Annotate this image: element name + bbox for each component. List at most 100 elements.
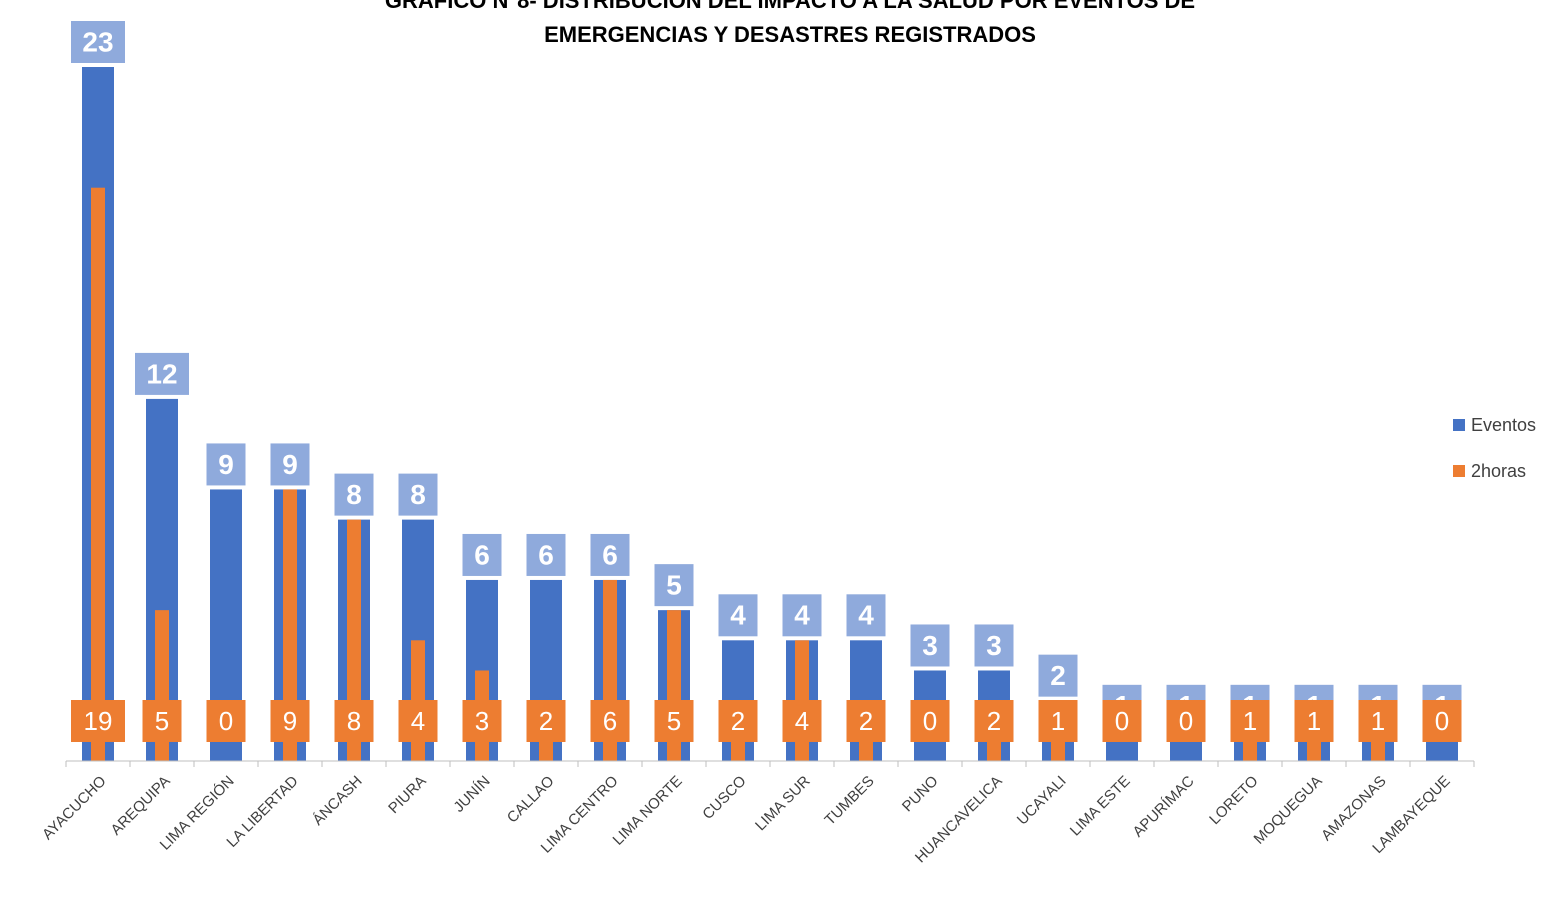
data-label-box [1038,700,1078,742]
x-tick-label: LIMA SUR [752,773,814,835]
data-label: 9 [282,449,298,480]
legend-swatch [1453,419,1465,431]
data-label: 6 [474,539,490,570]
data-label-box [590,700,630,742]
data-label-box [974,624,1014,667]
data-label: 8 [346,479,362,510]
data-label: 2 [987,706,1001,736]
data-label: 8 [347,706,361,736]
data-label-box [270,443,310,486]
data-label: 0 [1179,706,1193,736]
data-label: 4 [411,706,425,736]
x-tick-label: MOQUEGUA [1251,773,1326,848]
data-label: 9 [218,449,234,480]
data-label-box [1038,654,1078,697]
bar [283,489,297,761]
x-tick-label: AREQUIPA [108,773,174,839]
data-label: 3 [922,630,938,661]
data-label: 6 [602,539,618,570]
legend-label: 2horas [1471,461,1526,481]
data-label-box [974,700,1014,742]
x-tick-label: ÁNCASH [309,773,365,829]
data-label: 1 [1051,706,1065,736]
data-label-box [334,473,374,516]
data-label: 1 [1243,706,1257,736]
data-label-box [846,594,886,637]
data-label-box [718,700,758,742]
chart-title: GRÁFICO N°8- DISTRIBUCIÓN DEL IMPACTO A … [385,0,1195,13]
data-label: 6 [603,706,617,736]
data-label-box [270,700,310,742]
data-label-box [71,700,125,742]
data-label-box [654,700,694,742]
data-label: 0 [219,706,233,736]
x-tick-label: LIMA ESTE [1067,773,1134,840]
chart-title: EMERGENCIAS Y DESASTRES REGISTRADOS [544,22,1036,47]
data-label: 4 [794,600,810,631]
x-tick-label: AYACUCHO [39,773,110,844]
bar [91,187,105,761]
x-tick-label: LORETO [1206,773,1261,828]
data-label-box [910,700,950,742]
data-label-box [206,700,246,742]
x-tick-label: PIURA [385,773,429,817]
data-label-box [398,473,438,516]
data-label: 5 [155,706,169,736]
data-label: 5 [666,570,682,601]
data-label: 23 [82,26,113,57]
data-label: 1 [1371,706,1385,736]
x-tick-label: TUMBES [821,773,877,829]
data-label-box [462,533,502,576]
data-label-box [1294,700,1334,742]
x-tick-label: APURÍMAC [1130,773,1198,841]
x-tick-label: CUSCO [699,773,749,823]
data-label: 4 [795,706,809,736]
data-label-box [1102,700,1142,742]
data-label-box [71,21,125,63]
data-label-box [206,443,246,486]
data-label: 2 [1050,660,1066,691]
data-label: 12 [146,358,177,389]
labels: 19 5 0 9 8 4 3 2 6 5 2 4 2 0 2 1 0 0 1 1 1 0 [71,700,1462,742]
data-label-box [846,700,886,742]
data-label: 2 [859,706,873,736]
data-label-box [1166,700,1206,742]
data-label: 1 [1307,706,1321,736]
x-tick-label: PUNO [899,773,942,816]
bars [82,67,1458,761]
data-label-box [590,533,630,576]
data-label-box [910,624,950,667]
data-label: 0 [1435,706,1449,736]
data-label: 3 [986,630,1002,661]
data-label: 0 [923,706,937,736]
data-label: 9 [283,706,297,736]
data-label-box [398,700,438,742]
legend-label: Eventos [1471,415,1536,435]
data-label: 2 [731,706,745,736]
data-label-box [526,700,566,742]
data-label: 19 [84,706,113,736]
data-label-box [654,564,694,607]
data-label-box [1230,700,1270,742]
data-label-box [135,352,189,395]
data-label: 3 [475,706,489,736]
data-label: 8 [410,479,426,510]
x-tick-label: JUNÍN [450,773,493,816]
data-label-box [1422,700,1462,742]
data-label-box [1358,700,1398,742]
data-label-box [334,700,374,742]
data-label: 4 [858,600,874,631]
data-label-box [718,594,758,637]
data-label: 2 [539,706,553,736]
legend-swatch [1453,465,1465,477]
data-label-box [526,533,566,576]
x-tick-label: UCAYALI [1014,773,1070,829]
data-label-box [462,700,502,742]
data-label: 0 [1115,706,1129,736]
x-tick-label: AMAZONAS [1318,773,1390,845]
x-tick-label: CALLAO [504,773,558,827]
data-label: 6 [538,539,554,570]
data-label-box [782,700,822,742]
data-label: 5 [667,706,681,736]
